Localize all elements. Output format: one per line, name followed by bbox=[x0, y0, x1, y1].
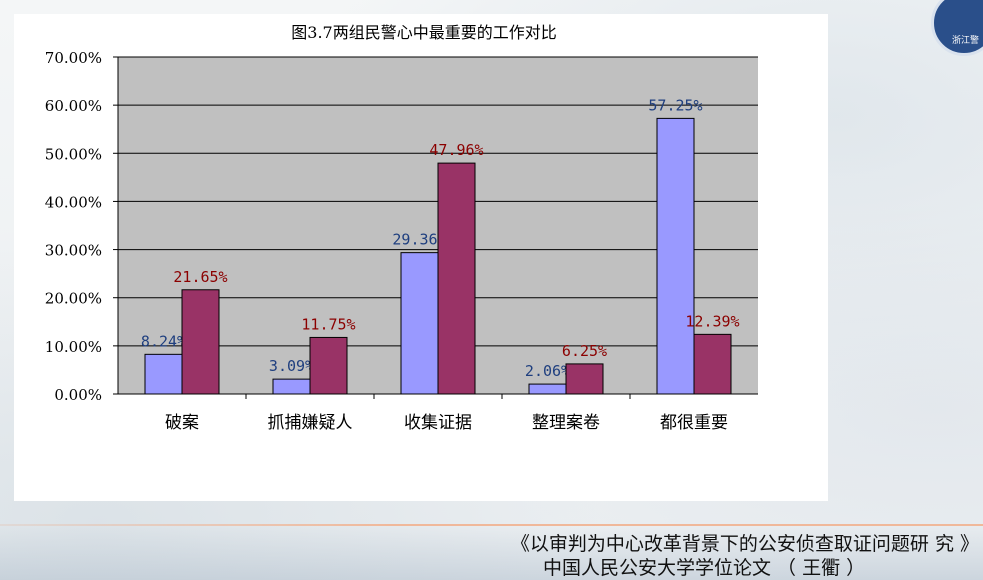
y-tick-label: 0.00% bbox=[54, 386, 102, 404]
data-label: 11.75% bbox=[301, 315, 355, 333]
footer-thesis-source: 中国人民公安大学学位论文 （ 王衢 ） bbox=[543, 557, 866, 579]
bar-都很重要-series-2 bbox=[693, 333, 732, 395]
bar-收集证据-series-1 bbox=[400, 252, 439, 395]
data-label: 57.25% bbox=[648, 96, 702, 114]
data-label: 6.25% bbox=[562, 342, 607, 360]
logo-text: 浙江警 bbox=[952, 36, 980, 46]
x-category-label: 都很重要 bbox=[660, 413, 728, 433]
x-category-label: 抓捕嫌疑人 bbox=[268, 413, 353, 433]
data-label: 29.36% bbox=[392, 231, 446, 249]
footer-divider bbox=[0, 524, 983, 526]
x-category-label: 整理案卷 bbox=[532, 413, 600, 433]
y-tick-label: 20.00% bbox=[45, 290, 102, 308]
y-tick-label: 40.00% bbox=[45, 193, 102, 211]
bar-chart: 图3.7两组民警心中最重要的工作对比 0.00% 10.00% 20.00% 30.00… bbox=[45, 23, 758, 433]
y-tick-label: 10.00% bbox=[45, 338, 102, 356]
footer-background bbox=[0, 527, 983, 580]
footer-thesis-title: 《以审判为中心改革背景下的公安侦查取证问题研 究 》 bbox=[510, 533, 979, 555]
x-category-label: 破案 bbox=[165, 413, 199, 433]
data-label: 2.06% bbox=[525, 362, 570, 380]
y-tick-label: 30.00% bbox=[45, 242, 102, 260]
chart-panel: 图3.7两组民警心中最重要的工作对比 0.00% 10.00% 20.00% 30.00… bbox=[14, 14, 828, 501]
bar-整理案卷-series-1 bbox=[528, 383, 567, 395]
bar-都很重要-series-1 bbox=[656, 117, 695, 395]
bar-破案-series-2 bbox=[181, 289, 220, 395]
chart-title: 图3.7两组民警心中最重要的工作对比 bbox=[291, 23, 556, 42]
bar-整理案卷-series-2 bbox=[565, 363, 604, 395]
bar-破案-series-1 bbox=[144, 353, 183, 395]
data-label: 21.65% bbox=[173, 268, 227, 286]
bar-抓捕嫌疑人-series-1 bbox=[272, 378, 311, 395]
data-label: 12.39% bbox=[685, 312, 739, 330]
data-label: 3.09% bbox=[269, 357, 314, 375]
y-tick-label: 60.00% bbox=[45, 97, 102, 115]
x-category-label: 收集证据 bbox=[404, 413, 472, 433]
data-label: 47.96% bbox=[429, 141, 483, 159]
y-tick-label: 70.00% bbox=[45, 49, 102, 67]
data-label: 8.24% bbox=[141, 332, 186, 350]
bar-收集证据-series-2 bbox=[437, 162, 476, 395]
bar-抓捕嫌疑人-series-2 bbox=[309, 336, 348, 395]
y-tick-label: 50.00% bbox=[45, 145, 102, 163]
